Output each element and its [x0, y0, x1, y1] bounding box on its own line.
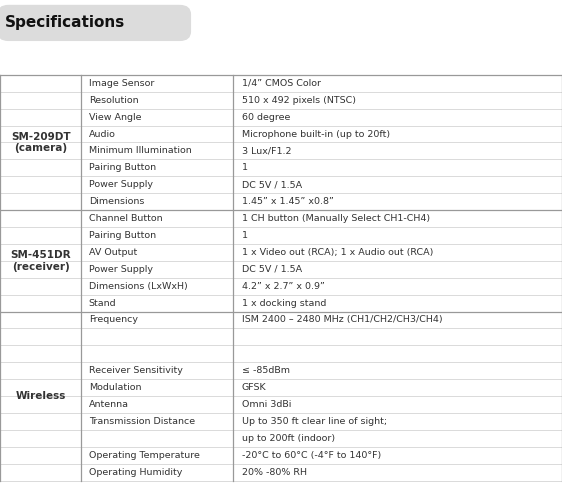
Text: Pairing Button: Pairing Button [89, 163, 156, 172]
Text: 1: 1 [242, 163, 248, 172]
Text: 510 x 492 pixels (NTSC): 510 x 492 pixels (NTSC) [242, 96, 356, 105]
Text: Omni 3dBi: Omni 3dBi [242, 400, 291, 409]
Text: 1 x docking stand: 1 x docking stand [242, 298, 326, 308]
Text: Receiver Sensitivity: Receiver Sensitivity [89, 366, 183, 375]
Text: Specifications: Specifications [4, 15, 125, 30]
Text: Transmission Distance: Transmission Distance [89, 417, 195, 426]
Text: 1: 1 [242, 231, 248, 240]
Text: 1/4” CMOS Color: 1/4” CMOS Color [242, 79, 321, 88]
Text: Stand: Stand [89, 298, 116, 308]
Text: DC 5V / 1.5A: DC 5V / 1.5A [242, 180, 302, 189]
Text: Pairing Button: Pairing Button [89, 231, 156, 240]
Text: Power Supply: Power Supply [89, 180, 153, 189]
Text: Audio: Audio [89, 129, 116, 139]
Text: DC 5V / 1.5A: DC 5V / 1.5A [242, 265, 302, 274]
Text: SM-451DR
(receiver): SM-451DR (receiver) [11, 250, 71, 271]
Text: Resolution: Resolution [89, 96, 138, 105]
Text: 3 Lux/F1.2: 3 Lux/F1.2 [242, 146, 291, 156]
Text: Dimensions: Dimensions [89, 197, 144, 206]
Text: 60 degree: 60 degree [242, 113, 290, 122]
Text: Microphone built-in (up to 20ft): Microphone built-in (up to 20ft) [242, 129, 390, 139]
Text: Up to 350 ft clear line of sight;: Up to 350 ft clear line of sight; [242, 417, 387, 426]
Text: 1 x Video out (RCA); 1 x Audio out (RCA): 1 x Video out (RCA); 1 x Audio out (RCA) [242, 248, 433, 257]
Text: Antenna: Antenna [89, 400, 129, 409]
Text: Operating Temperature: Operating Temperature [89, 451, 200, 460]
Text: 1 CH button (Manually Select CH1-CH4): 1 CH button (Manually Select CH1-CH4) [242, 214, 430, 223]
Text: View Angle: View Angle [89, 113, 141, 122]
Text: Power Supply: Power Supply [89, 265, 153, 274]
Text: Wireless: Wireless [16, 391, 66, 401]
Text: 20% -80% RH: 20% -80% RH [242, 468, 307, 477]
Text: 1.45” x 1.45” x0.8”: 1.45” x 1.45” x0.8” [242, 197, 333, 206]
Text: ISM 2400 – 2480 MHz (CH1/CH2/CH3/CH4): ISM 2400 – 2480 MHz (CH1/CH2/CH3/CH4) [242, 315, 442, 325]
Text: Frequency: Frequency [89, 315, 138, 325]
Text: ≤ -85dBm: ≤ -85dBm [242, 366, 289, 375]
Text: AV Output: AV Output [89, 248, 137, 257]
Text: SM-209DT
(camera): SM-209DT (camera) [11, 132, 71, 153]
Text: Dimensions (LxWxH): Dimensions (LxWxH) [89, 282, 188, 291]
FancyBboxPatch shape [0, 5, 191, 41]
Text: Operating Humidity: Operating Humidity [89, 468, 182, 477]
Text: Channel Button: Channel Button [89, 214, 162, 223]
Text: -20°C to 60°C (-4°F to 140°F): -20°C to 60°C (-4°F to 140°F) [242, 451, 381, 460]
Text: Image Sensor: Image Sensor [89, 79, 154, 88]
Text: Minimum Illumination: Minimum Illumination [89, 146, 192, 156]
Text: GFSK: GFSK [242, 383, 266, 392]
Text: Modulation: Modulation [89, 383, 141, 392]
Text: up to 200ft (indoor): up to 200ft (indoor) [242, 434, 335, 443]
Text: 4.2” x 2.7” x 0.9”: 4.2” x 2.7” x 0.9” [242, 282, 324, 291]
